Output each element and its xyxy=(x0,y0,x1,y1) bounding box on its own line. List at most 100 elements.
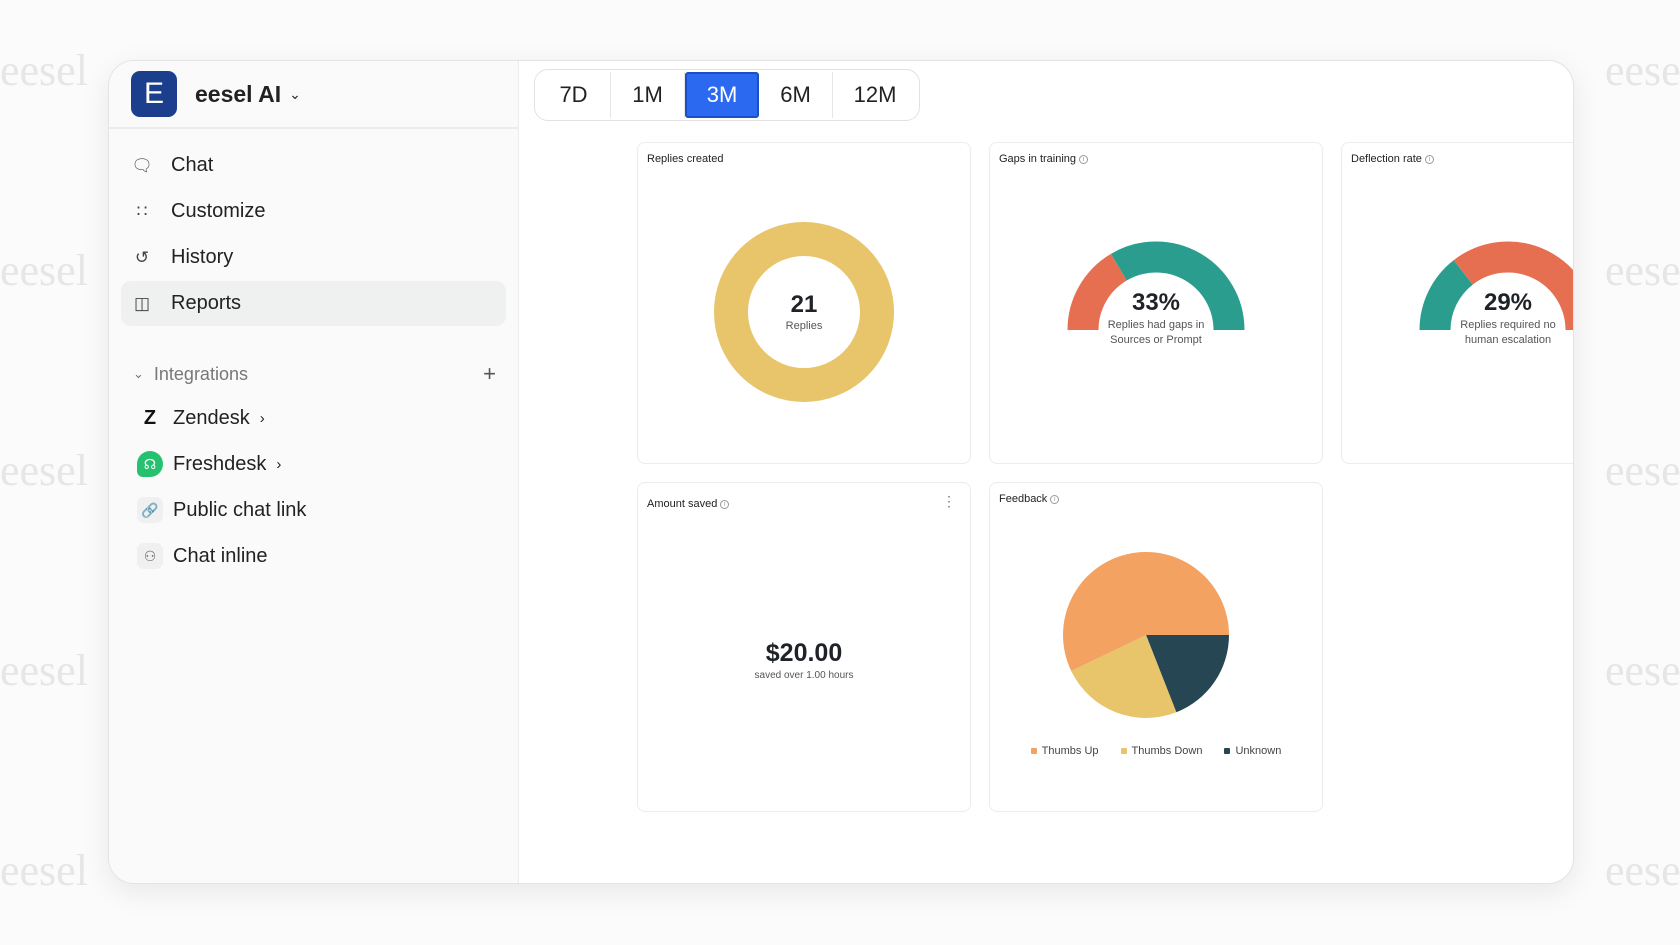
replies-label: Replies xyxy=(785,320,823,332)
deflection-percent: 29% xyxy=(1483,289,1533,316)
customize-grid-icon: ∷ xyxy=(136,201,148,221)
chevron-down-icon: ⌄ xyxy=(133,366,144,381)
replies-count: 21 xyxy=(790,291,818,318)
card-title: Amount saved i xyxy=(647,498,730,510)
tab-1m[interactable]: 1M xyxy=(611,72,685,118)
integration-label: Chat inline xyxy=(173,544,268,567)
gaps-desc-2: Sources or Prompt xyxy=(1110,334,1202,346)
nav-label: History xyxy=(171,246,234,268)
watermark-text: eesel xyxy=(0,446,88,495)
add-integration-button[interactable]: + xyxy=(483,361,496,386)
deflection-gauge xyxy=(1419,241,1573,331)
feedback-pie xyxy=(1063,552,1229,718)
tab-7d[interactable]: 7D xyxy=(537,72,611,118)
zendesk-logo-icon: Z xyxy=(143,406,157,429)
watermark-text: eesel xyxy=(1605,846,1680,895)
deflection-desc-2: human escalation xyxy=(1464,334,1552,346)
info-icon[interactable]: i xyxy=(1050,494,1060,504)
watermark-text: eesel xyxy=(1605,446,1680,495)
card-title: Deflection rate i xyxy=(1351,153,1434,165)
gaps-in-training-card: Gaps in training i 33% Replies had gaps i… xyxy=(989,142,1323,464)
more-options-icon[interactable]: ⋮ xyxy=(942,493,956,509)
replies-donut xyxy=(714,222,894,402)
sidebar: E eesel AI ⌄ 🗨 Chat ∷ Customize ↺ History ◫… xyxy=(109,61,519,883)
reports-main: 7D 1M 3M 6M 12M Replies created 21 Repli… xyxy=(519,61,1573,883)
amount-value: $20.00 xyxy=(765,639,843,667)
nav-label: Customize xyxy=(171,200,266,222)
tab-6m[interactable]: 6M xyxy=(759,72,833,118)
tab-12m[interactable]: 12M xyxy=(853,82,897,107)
nav-reports[interactable]: ◫ Reports xyxy=(121,281,506,326)
reports-chart-icon: ◫ xyxy=(133,293,151,313)
integration-freshdesk[interactable]: ☊ Freshdesk › xyxy=(109,441,518,487)
legend-label: Thumbs Up xyxy=(1041,745,1099,757)
nav-label: Chat xyxy=(171,154,214,176)
workspace-name: eesel AI xyxy=(195,80,282,107)
history-icon: ↺ xyxy=(134,247,150,267)
card-title-text: Feedback xyxy=(999,493,1048,505)
deflection-rate-card: Deflection rate i 29% Replies required no… xyxy=(1341,142,1573,464)
card-title-text: Amount saved xyxy=(647,498,718,510)
legend-item[interactable]: Unknown xyxy=(1224,745,1281,757)
gauge-segment-primary xyxy=(1067,253,1128,331)
gauge-segment-rest xyxy=(1453,241,1573,331)
legend-item[interactable]: Thumbs Down xyxy=(1120,745,1203,757)
integration-label: Zendesk xyxy=(173,406,250,429)
watermark-text: eesel xyxy=(1605,246,1680,295)
info-icon[interactable]: i xyxy=(1079,154,1089,164)
card-title: Feedback i xyxy=(999,493,1060,505)
workspace-switcher[interactable]: E eesel AI ⌄ xyxy=(109,61,518,129)
link-icon: 🔗 xyxy=(137,497,163,523)
freshdesk-logo-icon: ☊ xyxy=(137,451,163,477)
nav-customize[interactable]: ∷ Customize xyxy=(121,189,506,234)
time-range-tabs: 7D 1M 3M 6M 12M xyxy=(534,69,920,121)
legend-swatch xyxy=(1030,748,1037,754)
feedback-card: Feedback i Thumbs Up Thumbs Down Unknown xyxy=(989,482,1323,812)
watermark-text: eesel xyxy=(0,246,88,295)
deflection-desc-1: Replies required no xyxy=(1460,319,1556,331)
card-title-text: Deflection rate xyxy=(1351,153,1422,165)
nav-history[interactable]: ↺ History xyxy=(121,235,506,280)
watermark-text: eesel xyxy=(1605,646,1680,695)
legend-label: Thumbs Down xyxy=(1131,745,1203,757)
integration-label: Freshdesk xyxy=(173,452,267,475)
gaps-percent: 33% xyxy=(1131,289,1181,316)
tab-3m[interactable]: 3M xyxy=(685,72,759,118)
pie-legend: Thumbs Up Thumbs Down Unknown xyxy=(990,745,1322,757)
chat-bubble-icon: 🗨 xyxy=(131,155,153,175)
legend-item[interactable]: Thumbs Up xyxy=(1030,745,1099,757)
integration-zendesk[interactable]: Z Zendesk › xyxy=(109,395,518,441)
legend-swatch xyxy=(1224,748,1231,754)
replies-created-card: Replies created 21 Replies xyxy=(637,142,971,464)
watermark-text: eesel xyxy=(1605,46,1680,95)
nav-label: Reports xyxy=(171,292,242,314)
chevron-down-icon: ⌄ xyxy=(289,85,301,102)
chevron-right-icon: › xyxy=(276,455,282,473)
gauge-segment-rest xyxy=(1110,241,1245,331)
gaps-desc-1: Replies had gaps in xyxy=(1107,319,1205,331)
integration-chat-inline[interactable]: ⚇ Chat inline xyxy=(109,533,518,579)
watermark-text: eesel xyxy=(0,646,88,695)
amount-desc: saved over 1.00 hours xyxy=(754,670,854,681)
app-window: E eesel AI ⌄ 🗨 Chat ∷ Customize ↺ History ◫… xyxy=(108,60,1574,884)
pie-slice[interactable] xyxy=(1071,635,1177,718)
donut-ring xyxy=(714,222,894,402)
info-icon[interactable]: i xyxy=(720,499,730,509)
card-title: Gaps in training i xyxy=(999,153,1089,165)
nav-chat[interactable]: 🗨 Chat xyxy=(121,143,506,188)
integration-public-chat-link[interactable]: 🔗 Public chat link xyxy=(109,487,518,533)
workspace-logo: E xyxy=(131,71,177,117)
card-title: Replies created xyxy=(647,153,724,165)
gaps-gauge xyxy=(1067,241,1245,331)
pie-slice[interactable] xyxy=(1146,635,1229,713)
integrations-header[interactable]: ⌄ Integrations + xyxy=(133,359,506,389)
chevron-right-icon: › xyxy=(259,409,265,427)
watermark-text: eesel xyxy=(0,846,88,895)
gauge-segment-primary xyxy=(1419,260,1474,331)
pie-slice[interactable] xyxy=(1063,552,1229,672)
info-icon[interactable]: i xyxy=(1424,154,1434,164)
chat-inline-icon: ⚇ xyxy=(137,543,163,569)
legend-swatch xyxy=(1120,748,1127,754)
watermark-text: eesel xyxy=(0,46,88,95)
integrations-label: Integrations xyxy=(153,363,248,384)
